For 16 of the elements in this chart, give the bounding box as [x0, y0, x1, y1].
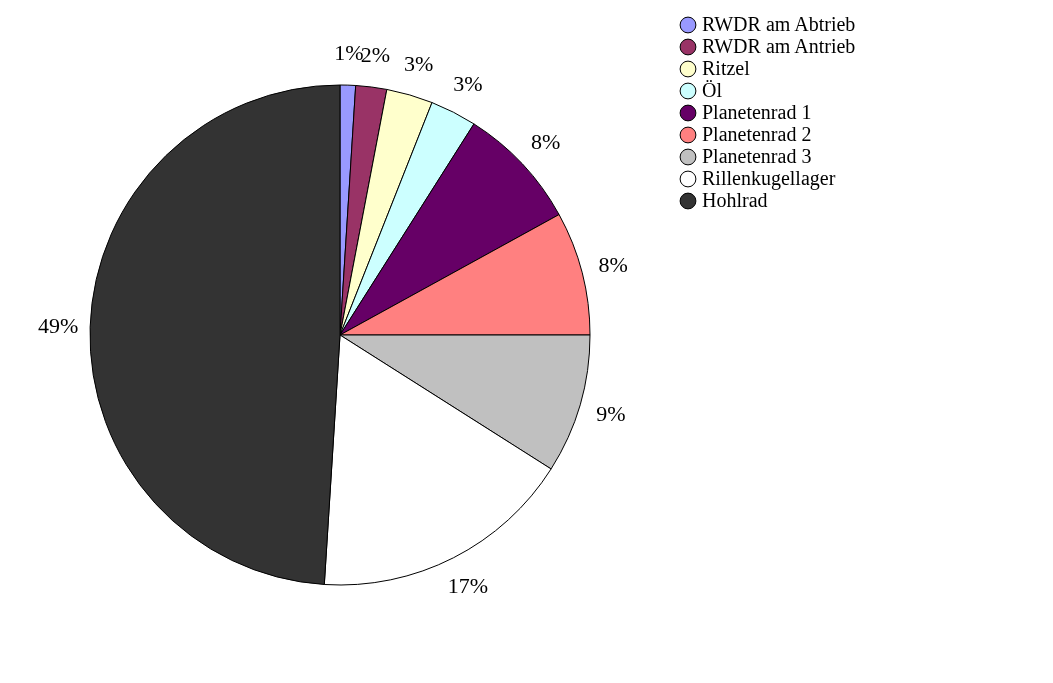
- legend-label: RWDR am Abtrieb: [702, 13, 856, 35]
- legend-label: Planetenrad 1: [702, 101, 812, 123]
- data-label: 49%: [37, 313, 79, 339]
- data-label: 9%: [596, 400, 626, 426]
- data-label: 8%: [598, 251, 628, 277]
- data-label: 3%: [453, 70, 483, 96]
- data-label: 8%: [530, 128, 561, 154]
- legend-label: Ritzel: [702, 57, 751, 79]
- data-label: 17%: [447, 573, 489, 599]
- legend-label: Planetenrad 3: [702, 145, 812, 167]
- data-label: 3%: [404, 51, 434, 77]
- legend-label: Hohlrad: [702, 189, 768, 211]
- legend-label: Rillenkugellager: [702, 167, 836, 190]
- legend-label: Planetenrad 2: [702, 123, 812, 145]
- legend-label: Öl: [702, 79, 723, 101]
- legend-label: RWDR am Antrieb: [702, 35, 856, 57]
